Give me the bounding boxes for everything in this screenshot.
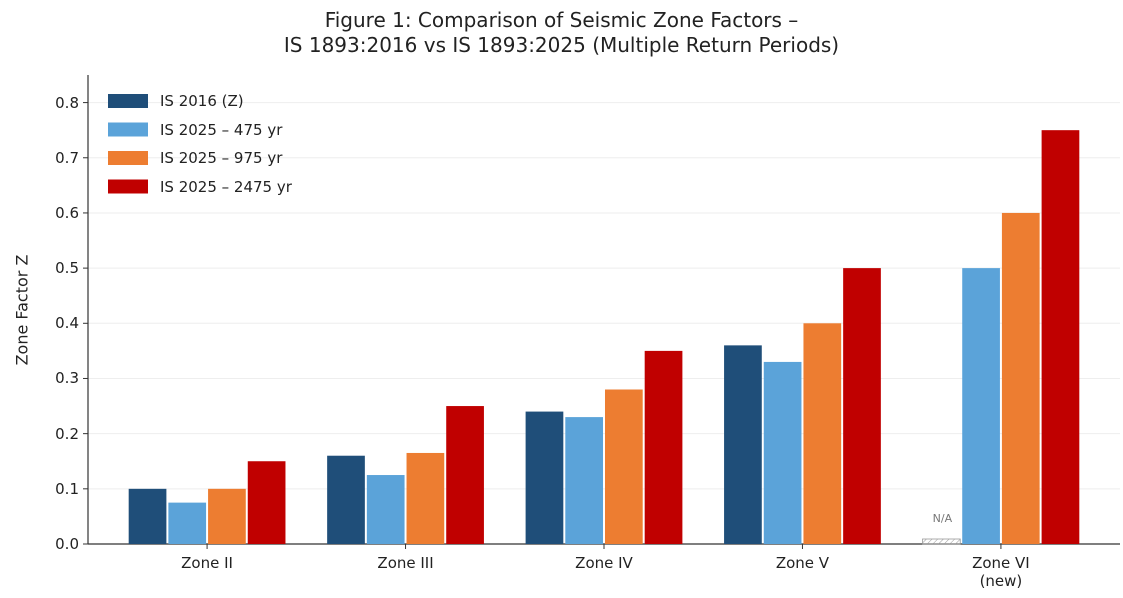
bar: [247, 461, 286, 544]
bar: [208, 488, 246, 544]
na-placeholder: [922, 538, 961, 545]
y-tick-label: 0.6: [55, 203, 79, 222]
legend-swatch: [108, 94, 148, 108]
bar: [565, 417, 604, 544]
y-axis-label: Zone Factor Z: [12, 254, 32, 366]
legend-label: IS 2025 – 975 yr: [160, 149, 283, 167]
y-tick-label: 0.3: [55, 369, 79, 388]
legend-swatch: [108, 151, 148, 165]
bar: [763, 361, 802, 544]
annotation: N/A: [932, 512, 953, 525]
bar: [644, 350, 683, 544]
x-tick-label: Zone II: [181, 554, 233, 572]
bar: [525, 411, 564, 544]
y-tick-label: 0.0: [55, 535, 79, 553]
legend-label: IS 2025 – 475 yr: [160, 120, 283, 139]
chart-title: Figure 1: Comparison of Seismic Zone Fac…: [283, 8, 840, 57]
bar: [168, 502, 207, 544]
bar: [962, 268, 1000, 544]
bar: [803, 323, 842, 544]
bar: [1041, 130, 1080, 545]
bar: [1001, 212, 1040, 545]
bar: [327, 455, 365, 544]
legend-label: IS 2025 – 2475 yr: [160, 177, 292, 196]
bar: [366, 475, 405, 544]
bar: [128, 488, 167, 544]
bar: [446, 406, 484, 544]
y-tick-label: 0.2: [55, 424, 79, 443]
x-tick-label: Zone V: [775, 554, 830, 572]
x-tick-label: Zone III: [377, 554, 434, 572]
legend-label: IS 2016 (Z): [160, 92, 244, 110]
y-tick-label: 0.5: [55, 259, 79, 278]
y-tick-label: 0.1: [55, 479, 79, 498]
bar: [604, 389, 643, 544]
y-tick-label: 0.8: [55, 93, 79, 112]
bar: [406, 452, 445, 544]
legend-swatch: [108, 122, 148, 137]
x-tick-label: Zone VI (new): [972, 554, 1030, 590]
y-tick-label: 0.4: [55, 314, 79, 333]
y-tick-label: 0.7: [55, 148, 79, 167]
bar: [843, 268, 881, 544]
x-tick-label: Zone IV: [575, 554, 633, 572]
legend-swatch: [108, 179, 148, 194]
bar: [724, 345, 762, 544]
